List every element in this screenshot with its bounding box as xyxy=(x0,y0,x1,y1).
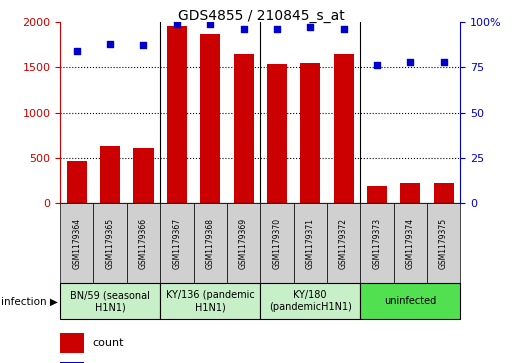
Text: GSM1179374: GSM1179374 xyxy=(406,218,415,269)
Text: GSM1179365: GSM1179365 xyxy=(106,218,115,269)
Bar xyxy=(400,183,420,203)
Point xyxy=(106,41,115,46)
Bar xyxy=(67,160,87,203)
Bar xyxy=(167,26,187,203)
Point xyxy=(139,42,147,48)
Text: infection ▶: infection ▶ xyxy=(1,296,58,306)
Text: GSM1179370: GSM1179370 xyxy=(272,218,281,269)
Text: GSM1179364: GSM1179364 xyxy=(72,218,81,269)
Bar xyxy=(327,203,360,283)
Text: GSM1179372: GSM1179372 xyxy=(339,218,348,269)
Bar xyxy=(60,333,84,353)
Point xyxy=(73,48,81,54)
Bar xyxy=(160,203,194,283)
Text: GSM1179366: GSM1179366 xyxy=(139,218,148,269)
Text: count: count xyxy=(92,338,123,348)
Bar xyxy=(100,146,120,203)
Bar xyxy=(334,54,354,203)
Text: GSM1179375: GSM1179375 xyxy=(439,218,448,269)
Bar xyxy=(300,63,320,203)
Bar xyxy=(160,283,260,319)
Bar xyxy=(194,203,227,283)
Point xyxy=(406,59,414,65)
Bar xyxy=(260,283,360,319)
Text: GSM1179371: GSM1179371 xyxy=(306,218,315,269)
Bar xyxy=(60,362,84,363)
Point xyxy=(173,21,181,26)
Bar xyxy=(60,283,160,319)
Bar xyxy=(260,203,293,283)
Bar xyxy=(434,183,453,203)
Point xyxy=(439,59,448,65)
Point xyxy=(240,26,248,32)
Bar xyxy=(127,203,160,283)
Text: KY/136 (pandemic
H1N1): KY/136 (pandemic H1N1) xyxy=(166,290,255,312)
Bar xyxy=(233,54,254,203)
Point xyxy=(306,24,314,30)
Text: GSM1179368: GSM1179368 xyxy=(206,218,214,269)
Bar xyxy=(360,203,393,283)
Text: KY/180
(pandemicH1N1): KY/180 (pandemicH1N1) xyxy=(269,290,351,312)
Bar xyxy=(427,203,460,283)
Point xyxy=(272,26,281,32)
Text: GSM1179373: GSM1179373 xyxy=(372,218,381,269)
Bar xyxy=(360,283,460,319)
Point xyxy=(206,21,214,26)
Bar xyxy=(293,203,327,283)
Text: GDS4855 / 210845_s_at: GDS4855 / 210845_s_at xyxy=(178,9,345,23)
Bar xyxy=(94,203,127,283)
Bar xyxy=(133,148,154,203)
Point xyxy=(373,62,381,68)
Bar xyxy=(394,203,427,283)
Bar xyxy=(367,187,387,203)
Bar xyxy=(267,65,287,203)
Bar xyxy=(227,203,260,283)
Text: GSM1179367: GSM1179367 xyxy=(173,218,181,269)
Bar xyxy=(200,34,220,203)
Point xyxy=(339,26,348,32)
Text: BN/59 (seasonal
H1N1): BN/59 (seasonal H1N1) xyxy=(70,290,150,312)
Bar xyxy=(60,203,94,283)
Text: uninfected: uninfected xyxy=(384,296,436,306)
Text: GSM1179369: GSM1179369 xyxy=(239,218,248,269)
